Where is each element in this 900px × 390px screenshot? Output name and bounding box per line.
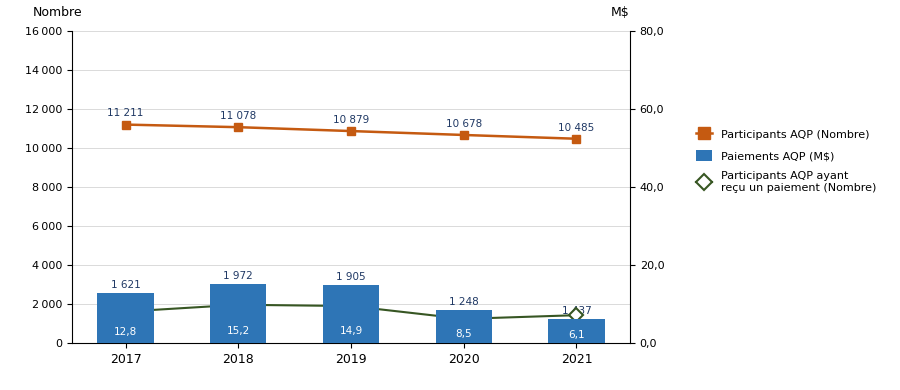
Text: 12,8: 12,8: [114, 327, 137, 337]
Text: 10 678: 10 678: [446, 119, 482, 129]
Text: 11 078: 11 078: [220, 111, 256, 121]
Text: 1 437: 1 437: [562, 307, 591, 317]
Text: 11 211: 11 211: [107, 108, 144, 118]
Text: 1 621: 1 621: [111, 280, 140, 290]
Text: 1 972: 1 972: [223, 271, 253, 281]
Bar: [548, 319, 605, 343]
Bar: [323, 285, 379, 343]
Bar: [436, 310, 492, 343]
Text: 10 485: 10 485: [558, 122, 595, 133]
Text: 10 879: 10 879: [333, 115, 369, 125]
Text: M$: M$: [611, 6, 630, 19]
Legend: Participants AQP (Nombre), Paiements AQP (M$), Participants AQP ayant
reçu un pa: Participants AQP (Nombre), Paiements AQP…: [691, 124, 881, 197]
Bar: [97, 293, 154, 343]
Text: 8,5: 8,5: [455, 329, 472, 339]
Text: Nombre: Nombre: [33, 6, 83, 19]
Text: 14,9: 14,9: [339, 326, 363, 336]
Text: 6,1: 6,1: [568, 330, 585, 340]
Text: 1 248: 1 248: [449, 297, 479, 307]
Text: 15,2: 15,2: [227, 326, 250, 336]
Text: 1 905: 1 905: [337, 272, 365, 282]
Bar: [210, 284, 266, 343]
